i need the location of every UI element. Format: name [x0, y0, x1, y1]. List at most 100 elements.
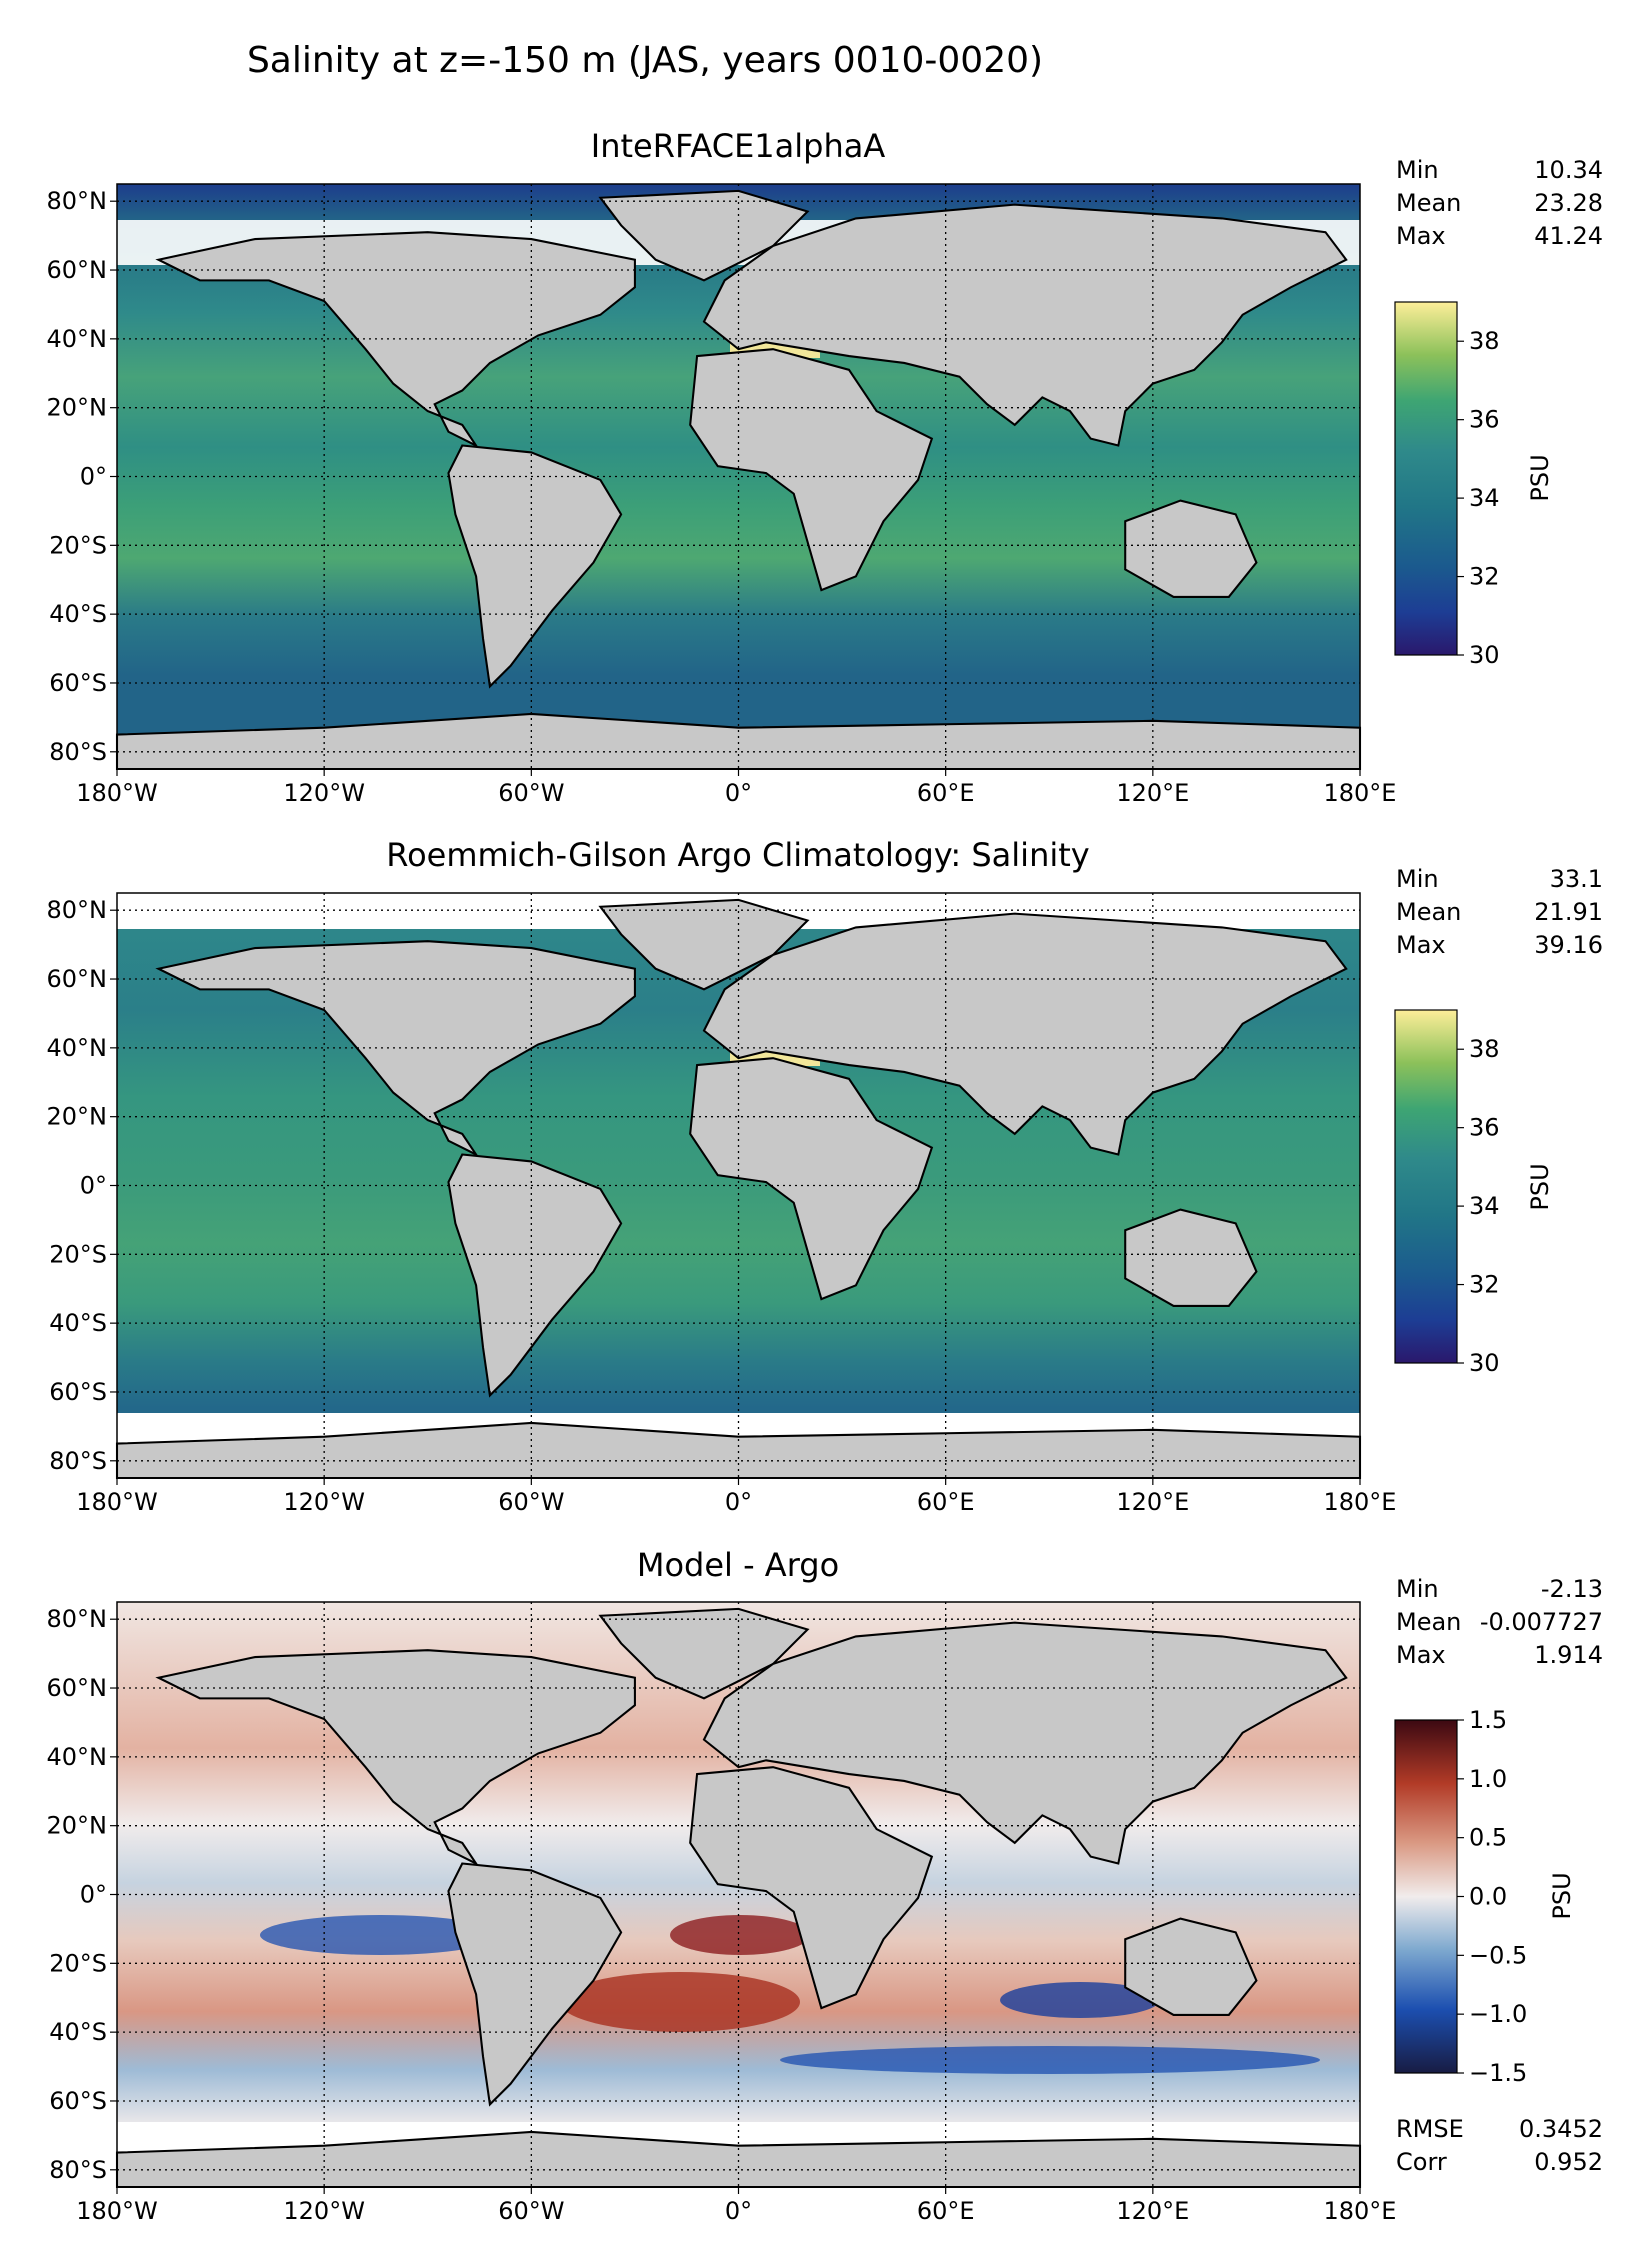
anomaly-negative-southern-ocean	[780, 2046, 1320, 2074]
panel-title: Model - Argo	[637, 1546, 839, 1584]
stat-min-value: 10.34	[1534, 156, 1603, 184]
rmse-label: RMSE	[1396, 2115, 1464, 2143]
colorbar-tick-label: 32	[1469, 563, 1500, 591]
stat-mean-label: Mean	[1396, 898, 1461, 926]
y-tick-label: 0°	[80, 1172, 107, 1200]
y-tick-label: 80°N	[47, 1605, 108, 1633]
map-field: 180°W 120°W 60°W 0° 60°E 120°E 180°E 80°N 60°N 4…	[47, 892, 1396, 1516]
colorbar: 38 36 34 32 30 PSU	[1394, 301, 1554, 669]
colorbar-tick-label: 34	[1469, 484, 1500, 512]
colorbar-label: PSU	[1526, 454, 1554, 501]
corr-value: 0.952	[1534, 2148, 1603, 2176]
y-tick-label: 40°N	[47, 1034, 108, 1062]
colorbar-tick-label: 30	[1469, 1349, 1500, 1377]
y-tick-label: 60°N	[47, 256, 108, 284]
y-tick-label: 60°S	[49, 2087, 107, 2115]
gridlines	[117, 184, 1360, 769]
x-tick-label: 60°E	[917, 779, 975, 807]
anomaly-positive-equatorial-atlantic	[670, 1915, 810, 1955]
colorbar-tick-label: 38	[1469, 327, 1500, 355]
stat-max-value: 41.24	[1534, 222, 1603, 250]
colorbar-label: PSU	[1548, 1872, 1576, 1919]
stat-mean-value: -0.007727	[1480, 1608, 1603, 1636]
stat-max-value: 39.16	[1534, 931, 1603, 959]
panel-model: InteRFACE1alphaA 180°W 120°W 60°W 0° 60°E 120…	[47, 127, 1604, 807]
y-tick-label: 40°N	[47, 1743, 108, 1771]
y-tick-label: 40°S	[49, 2018, 107, 2046]
y-ticks: 80°N 60°N 40°N 20°N 0° 20°S 40°S 60°S 80°S	[47, 187, 117, 766]
stat-max-value: 1.914	[1534, 1641, 1603, 1669]
y-tick-label: 20°N	[47, 1812, 108, 1840]
colorbar-tick-label: 38	[1469, 1035, 1500, 1063]
y-tick-label: 40°N	[47, 325, 108, 353]
colorbar-tick-label: 0.0	[1469, 1883, 1507, 1911]
y-tick-label: 80°S	[49, 2156, 107, 2184]
stat-mean-label: Mean	[1396, 189, 1461, 217]
y-tick-label: 80°N	[47, 896, 108, 924]
panel-title: InteRFACE1alphaA	[591, 127, 886, 165]
x-tick-label: 180°E	[1324, 1488, 1397, 1516]
gridlines	[117, 1602, 1360, 2187]
colorbar: 38 36 34 32 30 PSU	[1394, 1009, 1554, 1377]
y-tick-label: 20°N	[47, 394, 108, 422]
y-ticks: 80°N 60°N 40°N 20°N 0° 20°S 40°S 60°S 80°S	[47, 896, 117, 1475]
colorbar-tick-label: 1.5	[1469, 1706, 1507, 1734]
anomaly-negative-south-pacific	[260, 1915, 500, 1955]
figure-title: Salinity at z=-150 m (JAS, years 0010-00…	[247, 40, 1043, 81]
anomaly-negative-indian	[1000, 1982, 1160, 2018]
y-tick-label: 20°S	[49, 1240, 107, 1268]
rmse-value: 0.3452	[1519, 2115, 1603, 2143]
x-tick-label: 180°E	[1324, 2197, 1397, 2225]
stat-min-value: -2.13	[1541, 1575, 1603, 1603]
x-tick-label: 180°W	[76, 2197, 158, 2225]
x-tick-label: 120°W	[283, 2197, 365, 2225]
colorbar-tick-label: −0.5	[1469, 1941, 1527, 1969]
stat-max-label: Max	[1396, 931, 1446, 959]
y-tick-label: 20°S	[49, 1949, 107, 1977]
y-ticks: 80°N 60°N 40°N 20°N 0° 20°S 40°S 60°S 80°S	[47, 1605, 117, 2184]
stat-min-label: Min	[1396, 156, 1439, 184]
colorbar-ticks: 38 36 34 32 30	[1457, 1035, 1500, 1377]
y-tick-label: 40°S	[49, 1309, 107, 1337]
y-tick-label: 20°S	[49, 531, 107, 559]
x-tick-label: 120°W	[283, 779, 365, 807]
stats-block: Min 33.1 Mean 21.91 Max 39.16	[1396, 865, 1603, 959]
x-ticks: 180°W 120°W 60°W 0° 60°E 120°E 180°E	[76, 1478, 1396, 1516]
x-tick-label: 180°W	[76, 1488, 158, 1516]
stat-max-label: Max	[1396, 1641, 1446, 1669]
corr-label: Corr	[1396, 2148, 1447, 2176]
stat-mean-value: 21.91	[1534, 898, 1603, 926]
y-tick-label: 60°N	[47, 1674, 108, 1702]
colorbar-tick-label: 36	[1469, 406, 1500, 434]
stat-mean-value: 23.28	[1534, 189, 1603, 217]
colorbar-gradient	[1394, 1719, 1458, 2074]
stat-min-label: Min	[1396, 865, 1439, 893]
colorbar-gradient	[1394, 301, 1458, 656]
stat-max-label: Max	[1396, 222, 1446, 250]
y-tick-label: 80°N	[47, 187, 108, 215]
colorbar-tick-label: 34	[1469, 1192, 1500, 1220]
x-tick-label: 60°W	[498, 1488, 564, 1516]
colorbar-tick-label: 1.0	[1469, 1765, 1507, 1793]
colorbar-label: PSU	[1526, 1163, 1554, 1210]
y-tick-label: 40°S	[49, 600, 107, 628]
x-ticks: 180°W 120°W 60°W 0° 60°E 120°E 180°E	[76, 769, 1396, 807]
x-tick-label: 120°W	[283, 1488, 365, 1516]
stat-min-value: 33.1	[1550, 865, 1603, 893]
anomaly-positive-south-atlantic	[560, 1972, 800, 2032]
panel-difference: Model - Argo 180°W 120°W 60°W 0° 60°E 120°E 18…	[47, 1546, 1604, 2225]
colorbar-tick-label: −1.5	[1469, 2059, 1527, 2087]
x-tick-label: 60°E	[917, 1488, 975, 1516]
colorbar-tick-label: 0.5	[1469, 1824, 1507, 1852]
y-tick-label: 20°N	[47, 1103, 108, 1131]
y-tick-label: 0°	[80, 1881, 107, 1909]
colorbar-tick-label: −1.0	[1469, 2000, 1527, 2028]
map-field: 180°W 120°W 60°W 0° 60°E 120°E 180°E 80°N 60°N 4…	[47, 1601, 1397, 2225]
x-tick-label: 0°	[725, 2197, 752, 2225]
x-tick-label: 180°W	[76, 779, 158, 807]
panel-observations: Roemmich-Gilson Argo Climatology: Salini…	[47, 836, 1604, 1516]
x-tick-label: 180°E	[1324, 779, 1397, 807]
x-tick-label: 0°	[725, 779, 752, 807]
x-tick-label: 120°E	[1116, 2197, 1189, 2225]
